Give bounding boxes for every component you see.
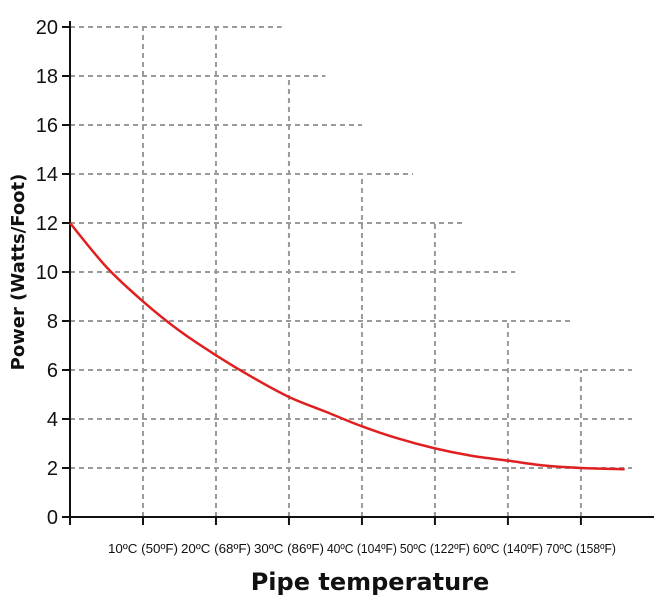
x-tick-label: 60ºC (140ºF) — [473, 541, 543, 556]
y-tick-label: 10 — [36, 262, 58, 284]
x-tick-label: 70ºC (158ºF) — [546, 541, 616, 556]
y-tick-label: 14 — [36, 164, 58, 186]
y-tick-label: 12 — [36, 213, 58, 235]
y-tick-label: 16 — [36, 115, 58, 137]
x-axis-title: Pipe temperature — [251, 568, 490, 596]
y-tick-label: 8 — [47, 311, 58, 333]
x-tick-label: 50ºC (122ºF) — [400, 541, 470, 556]
y-tick-label: 4 — [47, 409, 58, 431]
x-ticks: 10ºC (50ºF) 20ºC (68ºF) 30ºC (86ºF) 40ºC (1… — [69, 517, 616, 556]
x-tick-label: 30ºC (86ºF) — [254, 541, 324, 556]
y-tick-label: 2 — [47, 458, 58, 480]
y-tick-label: 0 — [47, 507, 58, 529]
y-tick-label: 20 — [36, 17, 58, 39]
series — [69, 222, 625, 471]
x-tick-label: 10ºC (50ºF) — [108, 541, 178, 556]
y-tick-label: 18 — [36, 66, 58, 88]
grid — [70, 26, 632, 517]
x-tick-label: 40ºC (104ºF) — [327, 541, 397, 556]
y-tick-label: 6 — [47, 360, 58, 382]
x-tick-label: 20ºC (68ºF) — [181, 541, 251, 556]
series-line — [69, 222, 625, 471]
y-axis-title: Power (Watts/Foot) — [8, 174, 29, 371]
y-ticks: 0 2 4 6 8 10 12 14 16 18 20 — [36, 17, 70, 529]
